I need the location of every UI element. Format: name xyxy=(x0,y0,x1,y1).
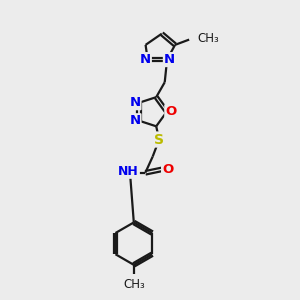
Text: CH₃: CH₃ xyxy=(197,32,219,45)
Text: NH: NH xyxy=(118,165,139,178)
Text: CH₃: CH₃ xyxy=(123,278,145,291)
Text: S: S xyxy=(154,133,164,146)
Text: N: N xyxy=(129,114,140,127)
Text: O: O xyxy=(165,105,176,118)
Text: N: N xyxy=(129,96,140,109)
Text: O: O xyxy=(162,163,173,176)
Text: N: N xyxy=(140,53,151,66)
Text: N: N xyxy=(164,53,175,66)
